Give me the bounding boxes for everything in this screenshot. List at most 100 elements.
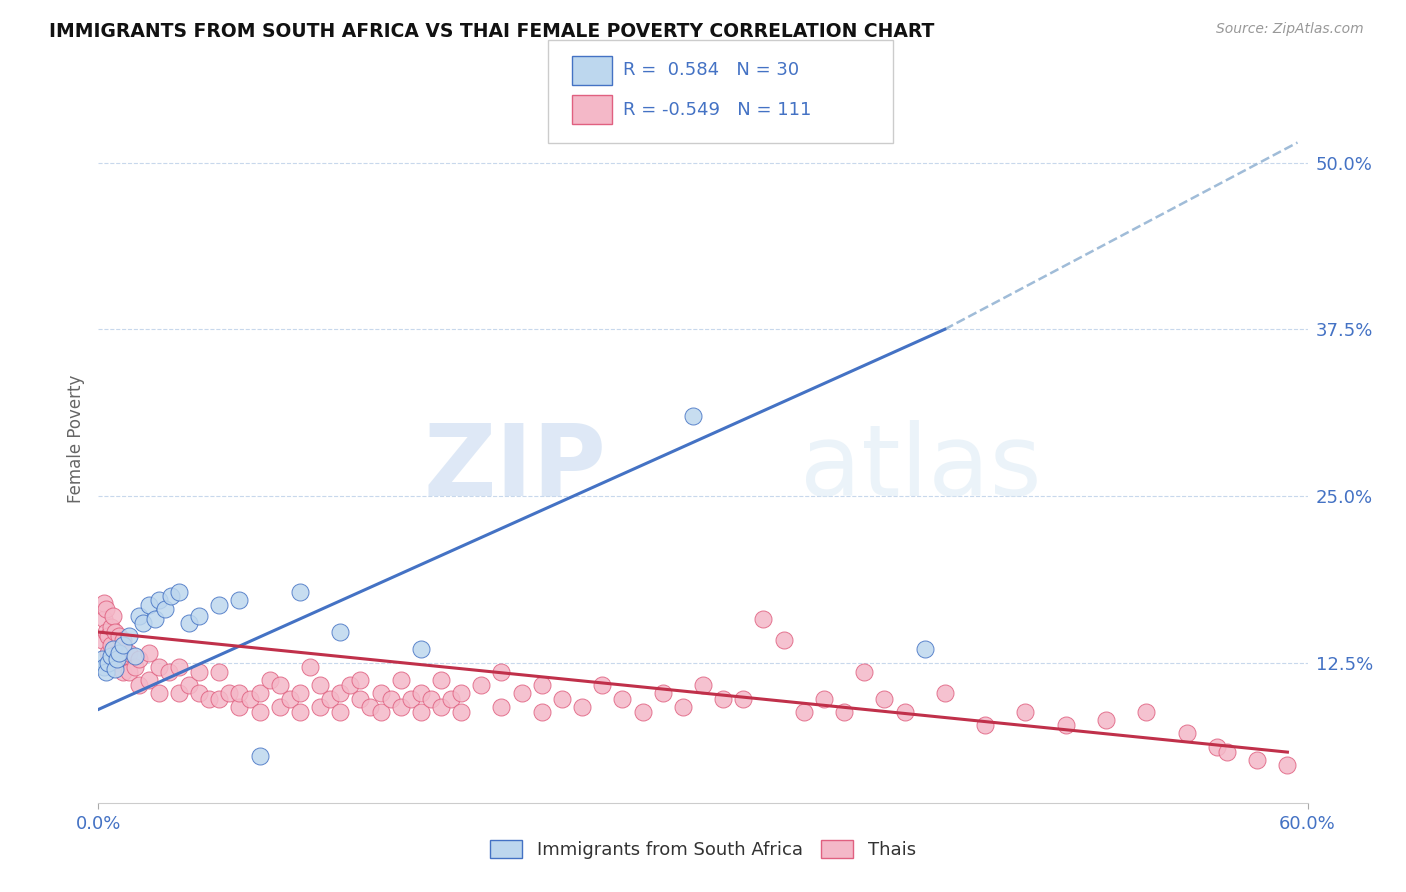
Point bbox=[188, 686, 211, 700]
Point bbox=[167, 686, 190, 700]
Text: atlas: atlas bbox=[800, 420, 1042, 516]
Point bbox=[491, 665, 513, 679]
Point bbox=[934, 686, 956, 700]
Point bbox=[793, 705, 815, 719]
Point bbox=[148, 593, 170, 607]
Point bbox=[208, 665, 231, 679]
Point bbox=[96, 625, 118, 640]
Text: R =  0.584   N = 30: R = 0.584 N = 30 bbox=[623, 62, 799, 79]
Point bbox=[218, 686, 240, 700]
Point bbox=[249, 749, 271, 764]
Point bbox=[813, 691, 835, 706]
Point bbox=[288, 585, 311, 599]
Point bbox=[530, 705, 553, 719]
Point bbox=[153, 602, 176, 616]
Point bbox=[188, 609, 211, 624]
Point bbox=[111, 665, 134, 679]
Point bbox=[711, 691, 734, 706]
Point bbox=[430, 699, 453, 714]
Point bbox=[329, 686, 352, 700]
Point bbox=[101, 642, 124, 657]
Point bbox=[873, 691, 896, 706]
Point bbox=[339, 678, 361, 692]
Point bbox=[100, 620, 122, 634]
Point bbox=[974, 718, 997, 732]
Point bbox=[118, 629, 141, 643]
Point bbox=[188, 665, 211, 679]
Point bbox=[93, 596, 115, 610]
Point bbox=[97, 656, 120, 670]
Point bbox=[97, 647, 120, 661]
Point bbox=[288, 705, 311, 719]
Point bbox=[107, 647, 129, 661]
Point bbox=[651, 686, 673, 700]
Point bbox=[198, 691, 221, 706]
Point bbox=[128, 678, 150, 692]
Point bbox=[914, 642, 936, 657]
Point bbox=[409, 642, 432, 657]
Point bbox=[239, 691, 262, 706]
Text: R = -0.549   N = 111: R = -0.549 N = 111 bbox=[623, 101, 811, 119]
Point bbox=[132, 615, 155, 630]
Point bbox=[91, 651, 114, 665]
Point bbox=[157, 665, 180, 679]
Point bbox=[118, 647, 141, 661]
Point bbox=[299, 659, 322, 673]
Point bbox=[319, 691, 342, 706]
Point bbox=[249, 686, 271, 700]
Point bbox=[692, 678, 714, 692]
Point bbox=[591, 678, 613, 692]
Point bbox=[269, 678, 291, 692]
Point bbox=[1014, 705, 1036, 719]
Point bbox=[208, 599, 231, 613]
Point bbox=[138, 647, 160, 661]
Point bbox=[138, 673, 160, 687]
Point bbox=[103, 662, 125, 676]
Point bbox=[450, 686, 472, 700]
Point bbox=[1175, 726, 1198, 740]
Point bbox=[329, 625, 352, 640]
Point bbox=[160, 589, 183, 603]
Point bbox=[128, 609, 150, 624]
Point bbox=[1216, 745, 1239, 759]
Point bbox=[370, 686, 392, 700]
Point bbox=[510, 686, 533, 700]
Point bbox=[100, 639, 122, 653]
Point bbox=[167, 659, 190, 673]
Point bbox=[430, 673, 453, 687]
Point bbox=[91, 633, 114, 648]
Point bbox=[148, 686, 170, 700]
Point bbox=[228, 686, 250, 700]
Point bbox=[389, 699, 412, 714]
Point bbox=[96, 602, 118, 616]
Point bbox=[228, 593, 250, 607]
Point bbox=[409, 705, 432, 719]
Point bbox=[370, 705, 392, 719]
Point bbox=[259, 673, 281, 687]
Point bbox=[124, 649, 146, 664]
Point bbox=[111, 639, 134, 653]
Point bbox=[103, 625, 125, 640]
Point bbox=[530, 678, 553, 692]
Point bbox=[101, 609, 124, 624]
Point bbox=[399, 691, 422, 706]
Point bbox=[440, 691, 463, 706]
Point bbox=[631, 705, 654, 719]
Point bbox=[470, 678, 492, 692]
Point bbox=[349, 673, 371, 687]
Point bbox=[832, 705, 855, 719]
Legend: Immigrants from South Africa, Thais: Immigrants from South Africa, Thais bbox=[482, 833, 924, 866]
Point bbox=[100, 649, 122, 664]
Point bbox=[853, 665, 876, 679]
Point bbox=[682, 409, 704, 423]
Point bbox=[329, 705, 352, 719]
Point bbox=[389, 673, 412, 687]
Point bbox=[1206, 739, 1229, 754]
Point bbox=[143, 612, 166, 626]
Point bbox=[179, 678, 201, 692]
Point bbox=[349, 691, 371, 706]
Point bbox=[124, 659, 146, 673]
Point bbox=[118, 665, 141, 679]
Text: ZIP: ZIP bbox=[423, 420, 606, 516]
Point bbox=[97, 629, 120, 643]
